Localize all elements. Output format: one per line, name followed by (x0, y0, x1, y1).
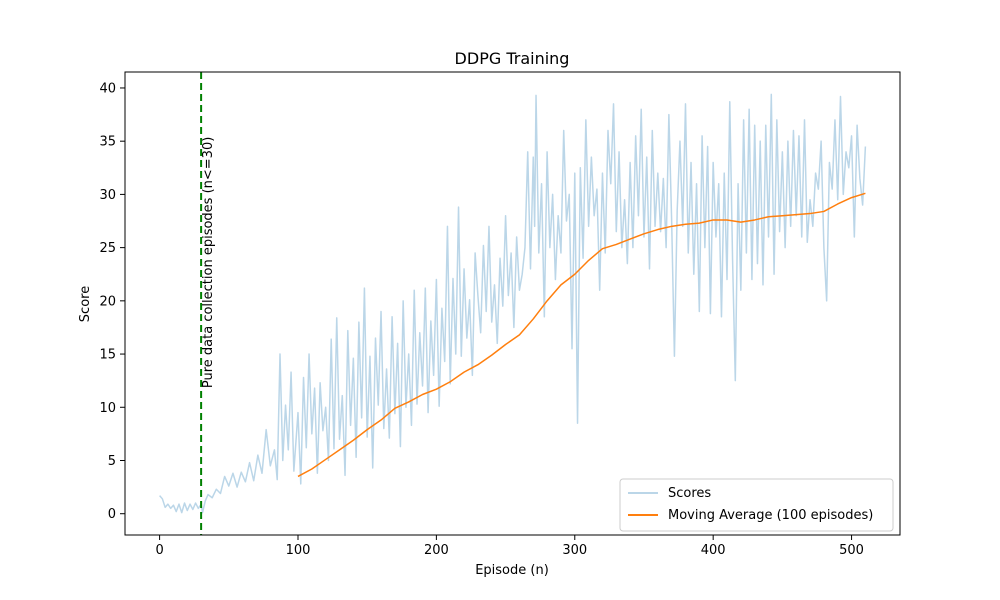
y-tick-label: 20 (99, 294, 116, 309)
y-tick-label: 0 (108, 507, 116, 522)
y-tick-label: 15 (99, 348, 116, 363)
x-tick-label: 300 (562, 543, 587, 558)
annotation-layer: Pure data collection episodes (n<=30) (200, 72, 216, 535)
y-tick-label: 10 (99, 401, 116, 416)
legend: Scores Moving Average (100 episodes) (619, 478, 894, 532)
y-tick-label: 25 (99, 241, 116, 256)
moving-average-series (297, 192, 866, 478)
score-series (159, 93, 867, 514)
x-axis-label: Episode (n) (475, 563, 549, 578)
x-tick-label: 200 (424, 543, 449, 558)
y-tick-label: 5 (108, 454, 116, 469)
x-tick-label: 500 (839, 543, 864, 558)
y-tick-label: 30 (99, 188, 116, 203)
chart-title: DDPG Training (455, 49, 570, 68)
moving-average-line (297, 192, 866, 478)
legend-label-moving-average: Moving Average (100 episodes) (668, 508, 873, 523)
scores-line (159, 93, 867, 514)
axes: 0 100 200 300 400 500 0 5 10 15 20 25 30 35 40 (99, 71, 901, 558)
y-axis-label: Score (78, 286, 93, 322)
legend-box (619, 478, 894, 532)
y-tick-label: 40 (99, 81, 116, 96)
axes-frame (124, 71, 901, 536)
y-tick-label: 35 (99, 135, 116, 150)
x-tick-label: 400 (701, 543, 726, 558)
annotation-label: Pure data collection episodes (n<=30) (201, 137, 216, 388)
legend-label-scores: Scores (668, 486, 711, 501)
x-tick-label: 0 (155, 543, 163, 558)
x-tick-label: 100 (286, 543, 311, 558)
